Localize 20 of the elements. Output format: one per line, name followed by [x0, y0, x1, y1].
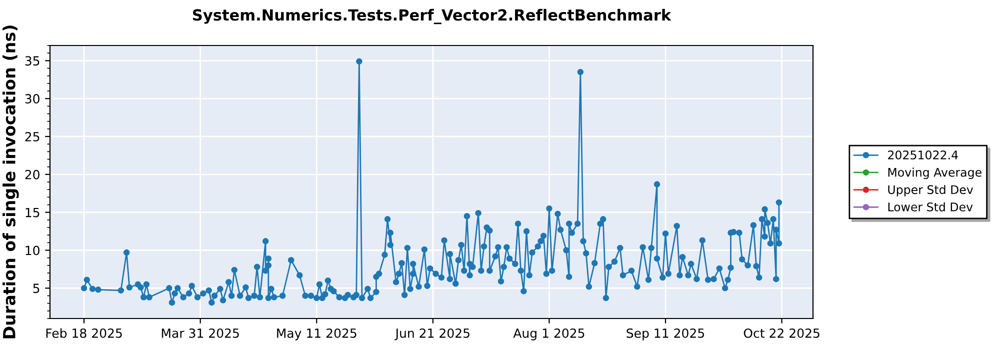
legend-label: Moving Average — [888, 168, 982, 180]
x-tick-label: Feb 18 2025 — [46, 328, 122, 338]
y-tick-label: 30 — [25, 94, 40, 104]
y-axis-title: Duration of single invocation (ns) — [2, 26, 19, 338]
legend-label: 20251022.4 — [888, 150, 958, 160]
y-tick-label: 25 — [25, 132, 40, 142]
chart-title: System.Numerics.Tests.Perf_Vector2.ReflectBenchmark — [193, 8, 672, 24]
y-tick-label: 10 — [26, 246, 40, 256]
legend-label: Lower Std Dev — [888, 202, 973, 212]
legend-label: Upper Std Dev — [888, 184, 974, 196]
x-tick-label: Mar 31 2025 — [162, 328, 239, 338]
y-tick-label: 20 — [25, 170, 40, 180]
x-tick-label: Aug 1 2025 — [513, 328, 584, 340]
x-tick-label: Jun 21 2025 — [394, 328, 470, 340]
y-tick-label: 15 — [26, 208, 40, 218]
y-tick-label: 35 — [25, 56, 40, 66]
x-tick-label: May 11 2025 — [277, 328, 356, 340]
y-tick-label: 5 — [33, 284, 40, 294]
x-tick-label: Oct 22 2025 — [744, 328, 820, 338]
x-tick-label: Sep 11 2025 — [626, 328, 704, 340]
